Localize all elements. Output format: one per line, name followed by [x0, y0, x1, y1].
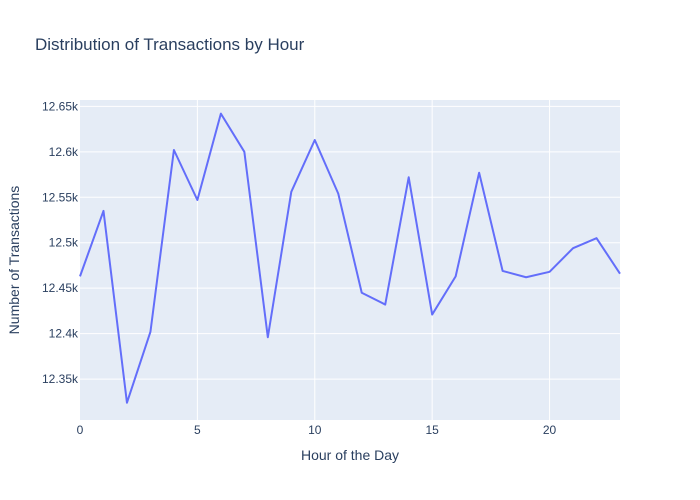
y-tick-label: 12.65k: [42, 99, 79, 113]
data-points: [79, 113, 621, 403]
grid: [80, 100, 620, 420]
x-axis-label: Hour of the Day: [301, 447, 399, 463]
y-tick-label: 12.5k: [49, 236, 79, 250]
y-tick-label: 12.4k: [49, 327, 79, 341]
x-tick-label: 5: [194, 423, 201, 437]
x-tick-labels: 0 5 10 15 20: [77, 423, 557, 437]
x-tick-label: 20: [543, 423, 557, 437]
chart-title: Distribution of Transactions by Hour: [35, 35, 305, 54]
y-tick-label: 12.35k: [42, 372, 79, 386]
y-axis-label: Number of Transactions: [6, 186, 22, 335]
x-tick-label: 0: [77, 423, 84, 437]
plot-area: [80, 100, 620, 420]
y-tick-label: 12.6k: [49, 145, 79, 159]
x-tick-label: 10: [308, 423, 322, 437]
y-tick-labels: 12.35k 12.4k 12.45k 12.5k 12.55k 12.6k 12.65k: [42, 99, 79, 386]
series-lines: [79, 112, 621, 404]
y-tick-label: 12.45k: [42, 281, 79, 295]
x-tick-label: 15: [425, 423, 439, 437]
y-tick-label: 12.55k: [42, 190, 79, 204]
series-line: [79, 112, 621, 404]
